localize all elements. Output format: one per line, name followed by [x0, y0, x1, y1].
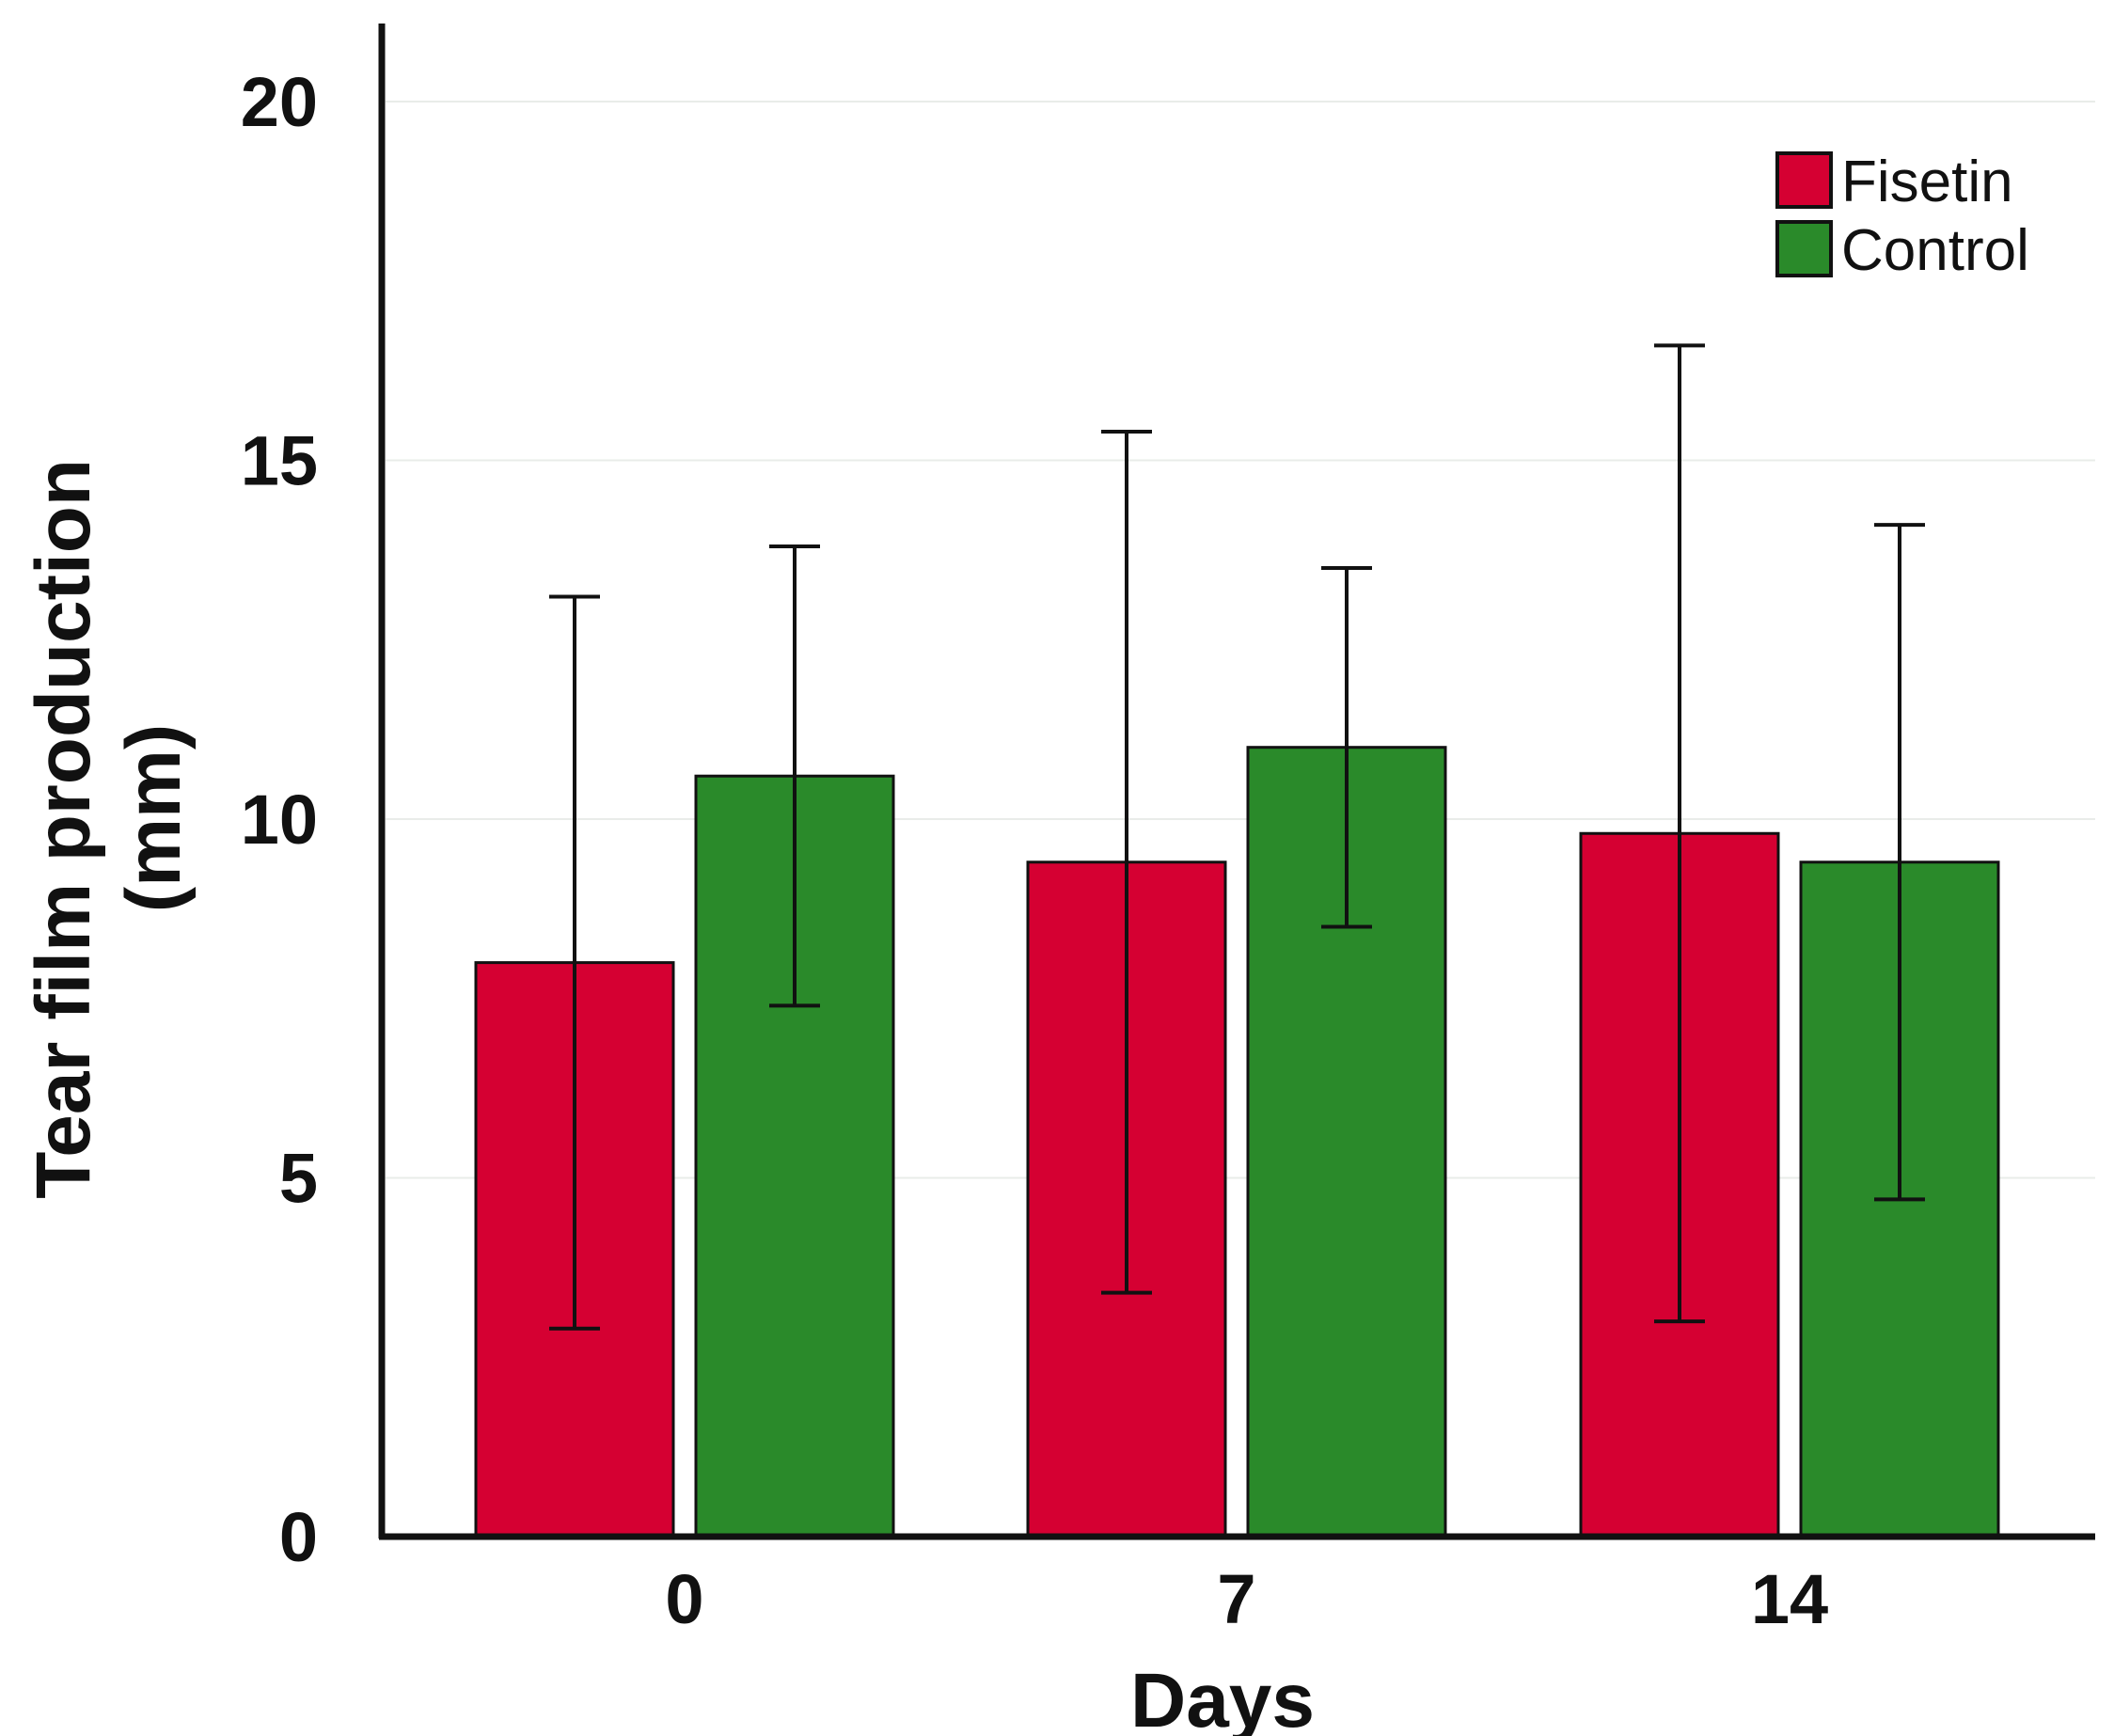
- legend-swatch-control: [1775, 220, 1833, 277]
- x-tick-labels: 0 7 14: [665, 1560, 1828, 1638]
- legend-swatch-fisetin: [1775, 151, 1833, 209]
- y-tick-label: 0: [279, 1498, 318, 1576]
- x-tick-label: 0: [665, 1560, 703, 1638]
- y-tick-label: 5: [279, 1140, 318, 1218]
- x-tick-label: 7: [1217, 1560, 1255, 1638]
- y-axis-title-line-2: (mm): [111, 724, 197, 912]
- x-axis-title: Days: [1130, 1658, 1315, 1736]
- y-tick-label: 10: [241, 781, 318, 859]
- y-tick-label: 20: [241, 63, 318, 141]
- legend-label-fisetin: Fisetin: [1841, 150, 2013, 214]
- legend: Fisetin Control: [1775, 150, 2029, 283]
- x-tick-label: 14: [1751, 1560, 1828, 1638]
- y-tick-label: 15: [241, 422, 318, 500]
- bars: [474, 746, 2000, 1539]
- legend-label-control: Control: [1841, 218, 2029, 283]
- y-tick-labels: 0 5 10 15 20: [241, 63, 318, 1576]
- error-bars: [549, 343, 1925, 1331]
- y-axis-title: Tear film production (mm): [21, 437, 197, 1198]
- axes: [378, 24, 2095, 1540]
- y-axis-title-line-1: Tear film production: [21, 459, 106, 1199]
